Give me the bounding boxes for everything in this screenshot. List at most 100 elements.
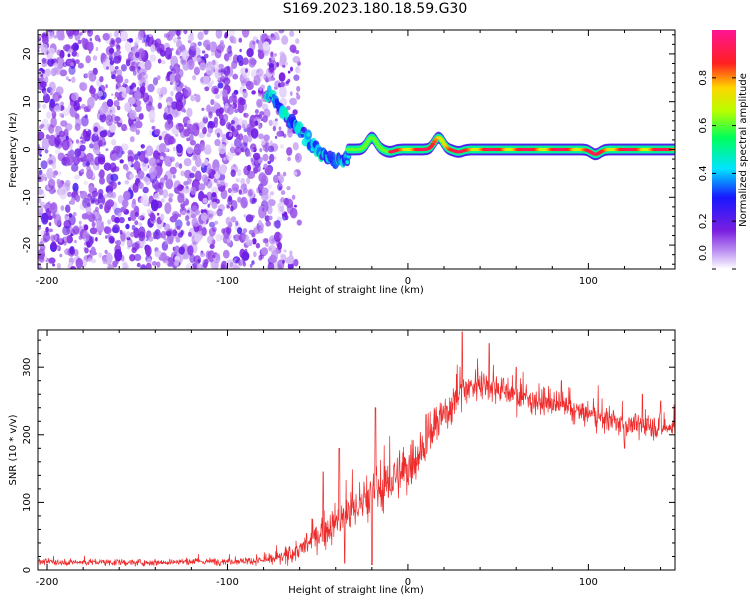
noise-cell	[207, 127, 213, 134]
noise-cell	[269, 140, 273, 146]
noise-cell	[224, 182, 228, 188]
noise-cell	[257, 49, 265, 60]
noise-cell	[262, 144, 268, 152]
noise-cell	[166, 230, 172, 237]
noise-cell	[105, 148, 109, 152]
noise-cell	[156, 75, 161, 81]
noise-cell	[274, 118, 278, 122]
noise-cell	[140, 144, 145, 149]
noise-cell	[242, 57, 249, 65]
noise-cell	[48, 134, 57, 147]
noise-cell	[150, 44, 156, 53]
noise-cell	[214, 128, 223, 136]
noise-cell	[226, 238, 232, 243]
noise-cell	[263, 134, 270, 142]
noise-cell	[48, 222, 52, 227]
ridge-core	[430, 142, 436, 146]
snr-series-line	[38, 331, 675, 567]
noise-cell	[221, 133, 227, 141]
figure-title: S169.2023.180.18.59.G30	[282, 1, 468, 17]
noise-cell	[192, 220, 200, 227]
noise-cell	[256, 98, 263, 108]
noise-cell	[115, 85, 119, 90]
noise-cell	[279, 85, 287, 98]
noise-cell	[152, 77, 159, 86]
noise-cell	[277, 242, 283, 250]
noise-cell	[47, 215, 53, 221]
x-tick-label: -100	[216, 577, 239, 588]
noise-cell	[262, 41, 270, 51]
noise-cell	[106, 98, 114, 108]
noise-cell	[236, 54, 244, 63]
noise-cell	[186, 137, 191, 142]
noise-cell	[251, 90, 256, 95]
noise-cell	[274, 135, 278, 139]
noise-cell	[156, 197, 160, 200]
noise-cell	[72, 182, 79, 193]
noise-cell	[205, 64, 214, 76]
noise-cell	[57, 181, 62, 189]
noise-cell	[182, 61, 190, 71]
noise-cell	[246, 177, 251, 185]
noise-cell	[50, 202, 58, 214]
noise-cell	[223, 157, 226, 161]
noise-cell	[293, 171, 298, 176]
noise-cell	[292, 48, 296, 54]
noise-cell	[169, 73, 176, 83]
noise-cell	[262, 153, 269, 162]
noise-cell	[215, 30, 223, 39]
noise-cell	[93, 126, 99, 133]
noise-cell	[84, 38, 88, 43]
noise-cell	[105, 114, 114, 126]
noise-cell	[213, 116, 219, 124]
noise-cell	[289, 97, 297, 106]
noise-cell	[133, 120, 136, 125]
noise-cell	[260, 223, 264, 229]
noise-cell	[217, 77, 220, 81]
noise-cell	[56, 49, 62, 56]
noise-cell	[89, 143, 94, 149]
noise-cell	[137, 151, 141, 157]
noise-cell	[208, 121, 215, 129]
noise-cell	[134, 153, 139, 161]
noise-cell	[48, 178, 56, 189]
noise-cell	[172, 229, 178, 237]
noise-cell	[296, 219, 302, 226]
noise-cell	[248, 189, 253, 197]
noise-cell	[144, 245, 152, 257]
noise-cell	[110, 173, 119, 182]
noise-cell	[130, 210, 137, 222]
x-tick-label: -100	[216, 276, 239, 287]
noise-cell	[258, 123, 262, 130]
noise-cell	[202, 197, 208, 204]
noise-cell	[206, 104, 212, 112]
noise-cell	[48, 81, 56, 92]
noise-cell	[293, 74, 300, 81]
noise-cell	[43, 90, 47, 96]
noise-cell	[267, 145, 275, 153]
noise-cell	[121, 91, 128, 99]
noise-cell	[95, 47, 99, 51]
noise-cell	[166, 101, 171, 106]
noise-cell	[161, 59, 166, 65]
noise-cell	[186, 220, 191, 227]
noise-cell	[90, 195, 96, 205]
noise-cell	[163, 33, 168, 38]
noise-cell	[77, 62, 84, 69]
track-cell	[306, 132, 311, 137]
noise-cell	[121, 150, 125, 155]
noise-cell	[148, 157, 157, 167]
noise-cell	[268, 57, 272, 62]
noise-cell	[75, 59, 80, 64]
noise-cell	[242, 261, 246, 267]
noise-cell	[183, 86, 192, 98]
noise-cell	[172, 107, 179, 118]
noise-cell	[144, 59, 152, 71]
colorbar-gradient	[712, 30, 736, 269]
noise-cell	[243, 112, 246, 117]
noise-cell	[92, 67, 98, 76]
noise-cell	[116, 45, 121, 51]
noise-cell	[203, 159, 209, 166]
noise-cell	[72, 225, 80, 235]
